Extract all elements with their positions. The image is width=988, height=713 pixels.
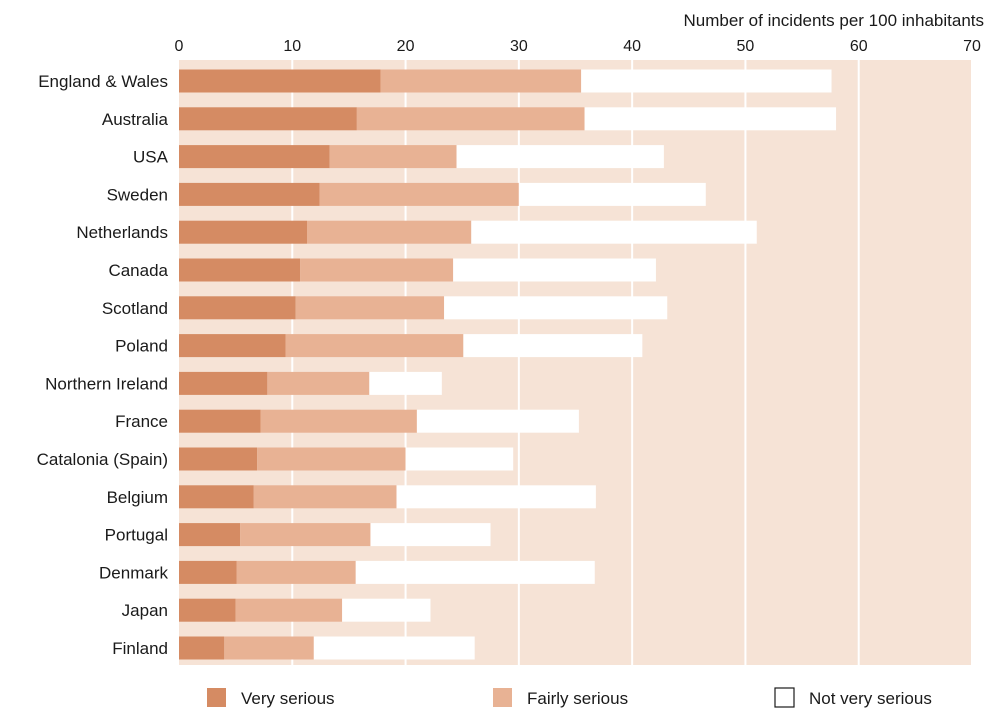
x-tick-label: 20 — [397, 38, 415, 55]
bar-segment — [416, 409, 579, 433]
bar-segment — [179, 220, 308, 244]
bar-segment — [342, 598, 431, 622]
bar-segment — [380, 69, 582, 93]
bar-segment — [518, 182, 706, 206]
bar-segment — [179, 523, 241, 547]
bar-segment — [179, 258, 301, 282]
legend: Very serious Fairly serious Not very serio… — [207, 687, 932, 708]
bar-segment — [319, 182, 519, 206]
category-label: Australia — [102, 110, 169, 129]
category-label: USA — [133, 148, 169, 167]
category-label: Scotland — [102, 299, 168, 318]
x-tick-label: 60 — [850, 38, 868, 55]
bar-segment — [224, 636, 314, 660]
bar-segment — [313, 636, 475, 660]
bar-segment — [179, 636, 225, 660]
bar-segment — [235, 598, 343, 622]
x-axis-title: Number of incidents per 100 inhabitants — [683, 11, 984, 30]
bar-segment — [285, 334, 464, 358]
legend-swatch — [207, 688, 226, 707]
category-label: Poland — [115, 337, 168, 356]
bar-segment — [307, 220, 472, 244]
bar-segment — [240, 523, 371, 547]
bar-segment — [179, 107, 357, 131]
category-label: Japan — [122, 601, 168, 620]
legend-swatch — [493, 688, 512, 707]
category-labels: England & Wales Australia USA Sweden Netherl… — [37, 72, 169, 658]
x-tick-label: 10 — [283, 38, 301, 55]
x-axis-ticks: 0 10 20 30 40 50 60 70 — [175, 38, 981, 55]
bar-segment — [405, 447, 514, 471]
category-label: Canada — [108, 261, 168, 280]
bar-segment — [267, 371, 370, 395]
x-tick-label: 30 — [510, 38, 528, 55]
x-tick-label: 70 — [963, 38, 981, 55]
bar-segment — [300, 258, 454, 282]
category-label: Belgium — [107, 488, 168, 507]
legend-label: Not very serious — [809, 689, 932, 708]
category-label: England & Wales — [38, 72, 168, 91]
bar-segment — [581, 69, 832, 93]
x-tick-label: 50 — [737, 38, 755, 55]
bar-segment — [584, 107, 837, 131]
category-label: Catalonia (Spain) — [37, 450, 168, 469]
bar-segment — [456, 145, 664, 169]
bar-segment — [179, 69, 381, 93]
bar-segment — [236, 560, 356, 584]
legend-label: Fairly serious — [527, 689, 628, 708]
category-label: Northern Ireland — [45, 374, 168, 393]
bar-segment — [179, 371, 268, 395]
bar-segment — [257, 447, 406, 471]
bar-segment — [179, 560, 237, 584]
bar-segment — [179, 447, 258, 471]
bar-segment — [179, 296, 296, 320]
legend-swatch — [774, 687, 795, 708]
bar-segment — [179, 485, 254, 509]
category-label: Denmark — [99, 563, 168, 582]
category-label: Sweden — [107, 185, 168, 204]
bar-segment — [179, 182, 320, 206]
legend-label: Very serious — [241, 689, 335, 708]
bar-segment — [179, 334, 286, 358]
bar-segment — [369, 371, 442, 395]
bar-segment — [471, 220, 757, 244]
bar-segment — [295, 296, 445, 320]
bar-segment — [355, 560, 595, 584]
x-tick-label: 40 — [623, 38, 641, 55]
bar-segment — [253, 485, 397, 509]
bar-segment — [260, 409, 417, 433]
x-tick-label: 0 — [175, 38, 184, 55]
bar-segment — [179, 409, 261, 433]
bar-segment — [396, 485, 596, 509]
bar-segment — [179, 598, 236, 622]
bar-segment — [463, 334, 643, 358]
bar-segment — [356, 107, 585, 131]
category-label: Finland — [112, 639, 168, 658]
category-label: Portugal — [105, 526, 168, 545]
category-label: Netherlands — [76, 223, 168, 242]
bar-segment — [444, 296, 668, 320]
bar-segment — [179, 145, 330, 169]
category-label: France — [115, 412, 168, 431]
bar-segment — [453, 258, 656, 282]
bars — [179, 69, 837, 660]
bar-segment — [329, 145, 457, 169]
bar-segment — [370, 523, 491, 547]
